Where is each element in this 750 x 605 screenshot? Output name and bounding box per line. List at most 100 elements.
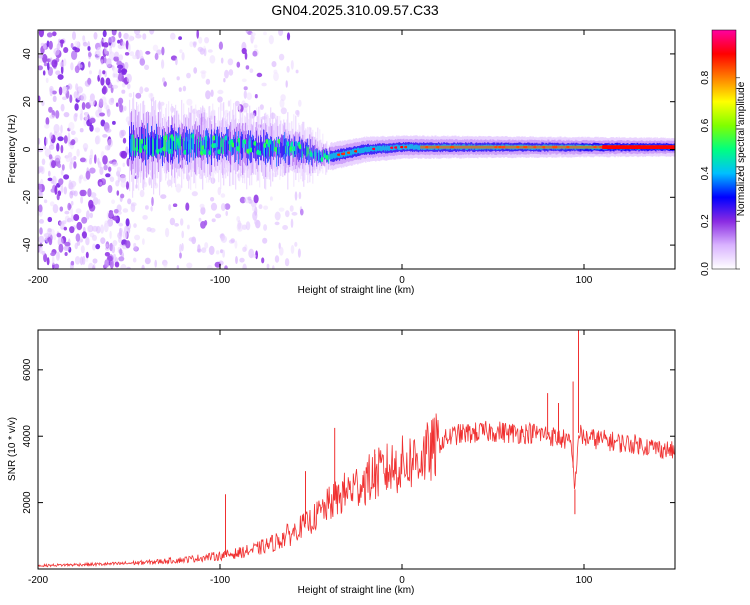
band-peak [177, 141, 181, 147]
noise-blob [250, 32, 256, 37]
band-peak [289, 146, 294, 152]
noise-blob [102, 155, 108, 165]
noise-blob [122, 162, 126, 167]
noise-blob [49, 132, 53, 140]
band-strip [329, 152, 331, 160]
noise-blob [97, 161, 102, 169]
noise-blob [55, 110, 60, 119]
noise-blob [70, 200, 74, 206]
noise-blob [274, 255, 280, 263]
band-strip [131, 135, 133, 156]
noise-blob [278, 53, 285, 61]
band-strip [397, 144, 399, 150]
noise-blob [108, 166, 112, 172]
spectrogram-x-ticks: -200 -100 0 100 [28, 30, 593, 286]
noise-blob [225, 210, 228, 217]
noise-blob [75, 208, 82, 214]
noise-blob [120, 150, 128, 159]
band-strip [209, 138, 211, 157]
band-strip [297, 146, 299, 160]
noise-blob [59, 61, 64, 68]
noise-blob [68, 121, 75, 131]
band-strip [191, 133, 193, 150]
noise-blob [162, 77, 166, 83]
noise-blob [121, 41, 125, 47]
noise-blob [261, 82, 267, 87]
band-strip [370, 145, 372, 152]
band-strip [353, 149, 355, 155]
band-strip [369, 146, 371, 153]
band-peak [204, 135, 208, 141]
noise-blob [279, 98, 285, 108]
noise-blob [139, 189, 145, 198]
band-strip [188, 143, 190, 153]
noise-blob [154, 259, 157, 268]
noise-blob [47, 228, 52, 233]
band-strip [366, 147, 368, 153]
band-strip [386, 146, 388, 152]
noise-blob [54, 185, 58, 195]
band-strip [352, 149, 354, 155]
band-strip [316, 148, 318, 167]
band-strip [217, 135, 219, 147]
x-tick-label: -100 [210, 275, 230, 286]
noise-blob [193, 67, 198, 74]
band-strip [249, 138, 251, 155]
band-strip [182, 138, 184, 153]
noise-blob [201, 247, 207, 254]
band-strip [360, 148, 362, 154]
band-peak [231, 142, 235, 148]
noise-blob [259, 104, 264, 110]
noise-blob [42, 70, 46, 76]
noise-blob [237, 220, 242, 230]
band-strip [393, 145, 395, 151]
noise-blob [165, 227, 170, 238]
x-tick-label: -200 [28, 275, 48, 286]
band-peak [162, 146, 166, 152]
band-strip [286, 140, 288, 156]
noise-blob [115, 102, 119, 107]
noise-blob [109, 176, 115, 183]
noise-blob [217, 89, 224, 95]
band-strip [184, 140, 186, 155]
noise-blob [290, 218, 294, 228]
noise-blob [197, 244, 201, 253]
noise-blob [93, 32, 98, 40]
noise-blob [58, 243, 64, 253]
band-strip [262, 143, 264, 156]
noise-blob [64, 210, 70, 215]
noise-blob [47, 62, 50, 71]
band-strip [154, 138, 156, 156]
noise-blob [62, 86, 68, 95]
band-strip [219, 133, 221, 151]
noise-blob [176, 76, 180, 81]
band-strip [322, 150, 324, 157]
noise-blob [124, 61, 129, 70]
band-strip [203, 139, 205, 149]
noise-blob [298, 191, 302, 200]
noise-blob [56, 142, 60, 152]
noise-blob [151, 196, 154, 207]
noise-blob [122, 137, 127, 144]
band-strip [255, 141, 257, 151]
noise-blob [200, 70, 207, 75]
band-strip [226, 136, 228, 155]
band-strip [282, 146, 284, 157]
band-strip [207, 140, 209, 150]
noise-blob [176, 265, 180, 269]
band-strip [170, 136, 172, 151]
y-tick-label: 0 [22, 146, 33, 152]
band-peak [277, 138, 282, 144]
noise-blob [113, 209, 119, 214]
band-strip [345, 150, 347, 157]
band-strip [193, 135, 195, 150]
band-strip [148, 139, 150, 157]
noise-blob [92, 258, 98, 264]
band-strip [413, 145, 415, 151]
noise-blob [244, 51, 248, 60]
band-strip [223, 138, 225, 154]
band-strip [181, 136, 183, 147]
noise-blob [127, 43, 131, 52]
noise-blob [127, 83, 131, 90]
